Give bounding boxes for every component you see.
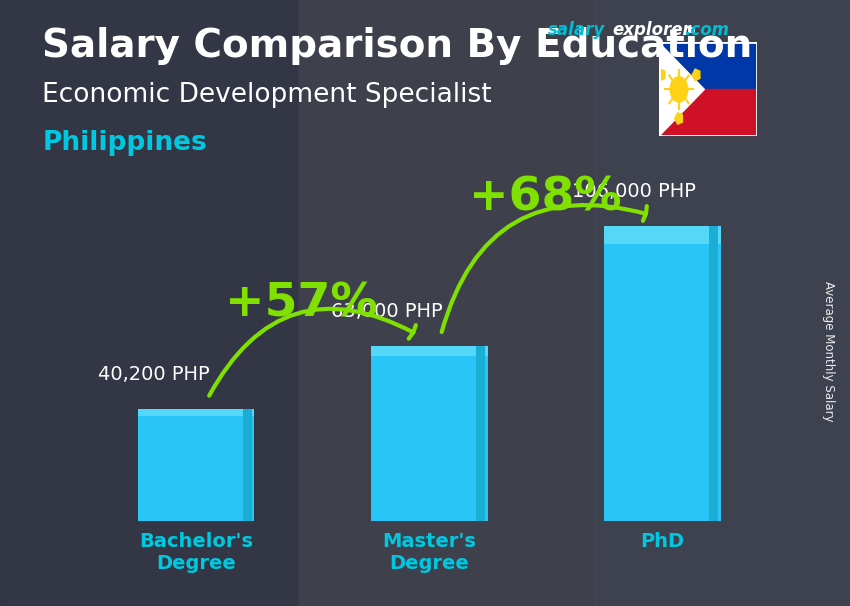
Bar — [659, 89, 756, 136]
Bar — [476, 346, 485, 521]
Circle shape — [670, 77, 688, 102]
Text: 106,000 PHP: 106,000 PHP — [572, 182, 696, 201]
Bar — [138, 409, 254, 521]
Bar — [595, 0, 850, 606]
Text: salary: salary — [548, 21, 605, 39]
Text: Philippines: Philippines — [42, 130, 207, 156]
Text: 63,000 PHP: 63,000 PHP — [332, 302, 443, 321]
Text: +57%: +57% — [224, 281, 377, 326]
Text: Average Monthly Salary: Average Monthly Salary — [822, 281, 836, 422]
Bar — [371, 346, 488, 356]
Bar — [298, 0, 595, 606]
Bar — [243, 409, 252, 521]
Text: Economic Development Specialist: Economic Development Specialist — [42, 82, 492, 108]
Bar — [604, 226, 721, 521]
Text: .com: .com — [684, 21, 729, 39]
Text: explorer: explorer — [612, 21, 691, 39]
Text: 40,200 PHP: 40,200 PHP — [99, 365, 210, 384]
Bar — [138, 409, 254, 416]
Bar — [0, 0, 298, 606]
Text: +68%: +68% — [469, 176, 622, 221]
Text: Salary Comparison By Education: Salary Comparison By Education — [42, 27, 753, 65]
Bar — [371, 346, 488, 521]
Bar — [604, 226, 721, 244]
Polygon shape — [659, 42, 705, 136]
Bar — [709, 226, 718, 521]
Bar — [659, 42, 756, 89]
